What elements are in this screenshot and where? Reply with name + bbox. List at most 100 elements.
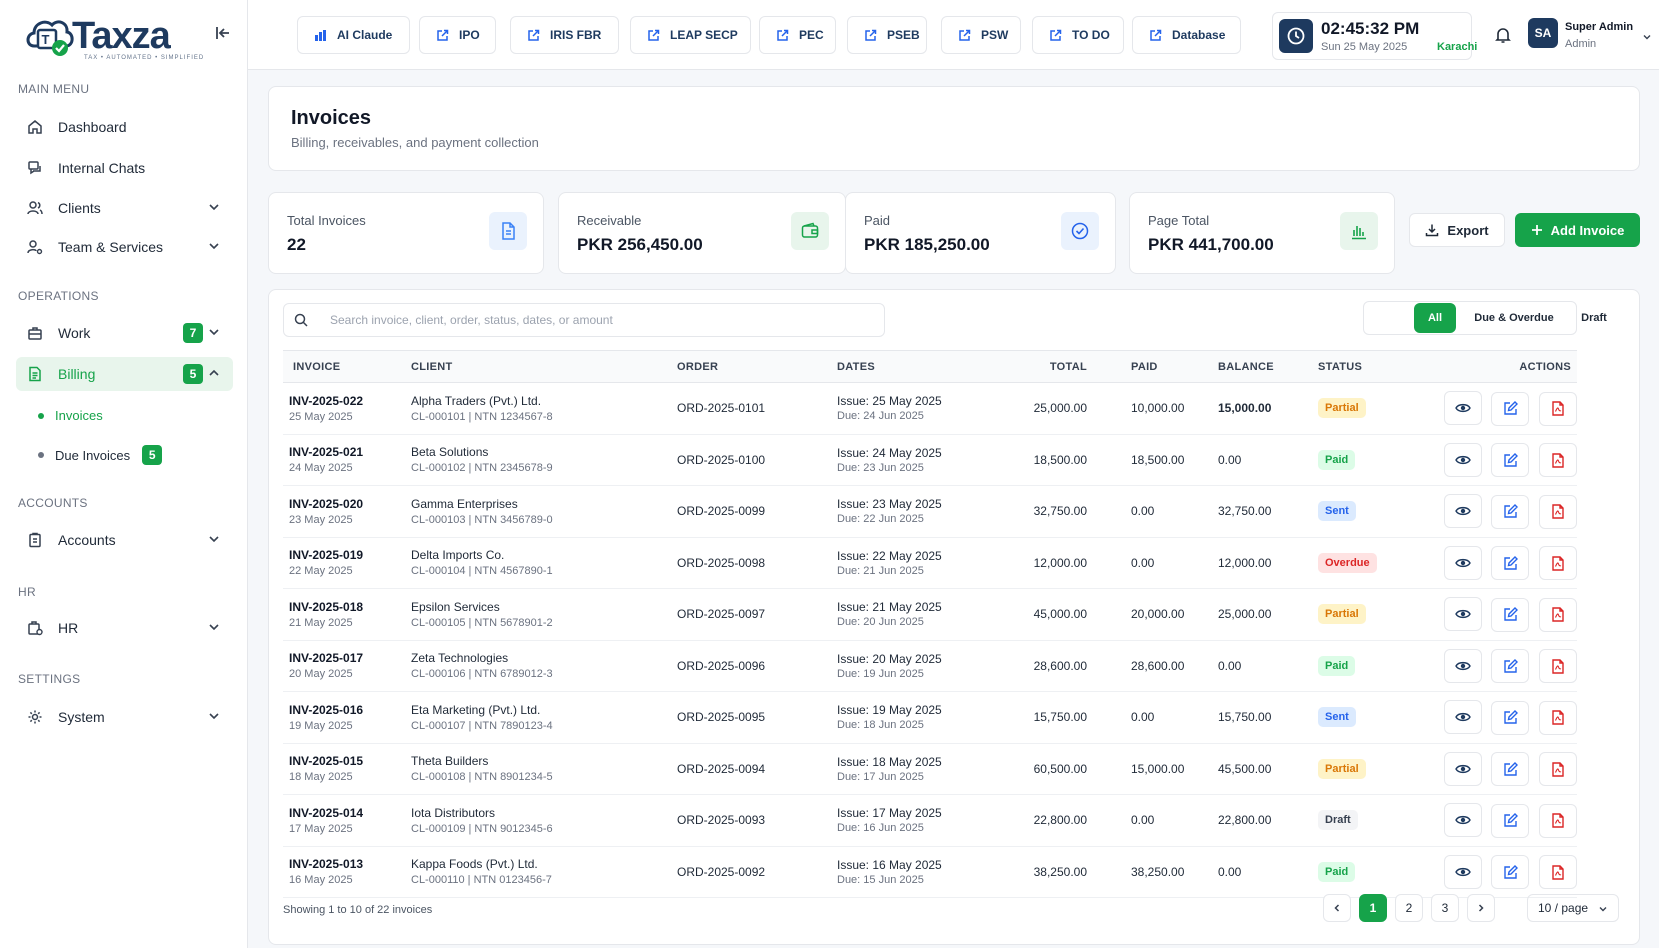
edit-button[interactable]: [1491, 597, 1530, 632]
edit-button[interactable]: [1491, 649, 1530, 683]
col-status[interactable]: STATUS: [1318, 350, 1426, 383]
edit-button[interactable]: [1491, 700, 1530, 735]
view-button[interactable]: [1443, 751, 1482, 786]
pdf-button[interactable]: [1539, 494, 1577, 529]
quick-link-pseb[interactable]: PSEB: [847, 16, 927, 54]
sidebar-item-billing[interactable]: Billing 5: [16, 357, 233, 391]
filter-draft[interactable]: Draft: [1581, 312, 1607, 324]
col-invoice[interactable]: INVOICE: [283, 350, 411, 383]
view-button[interactable]: [1443, 442, 1482, 477]
sidebar-item-team-services[interactable]: Team & Services: [16, 230, 233, 264]
view-button[interactable]: [1443, 700, 1482, 734]
view-button[interactable]: [1443, 494, 1482, 528]
invoice-id[interactable]: INV-2025-014: [289, 805, 364, 820]
quick-link-todo[interactable]: TO DO: [1032, 16, 1124, 54]
invoice-id[interactable]: INV-2025-021: [289, 445, 364, 460]
edit-button[interactable]: [1491, 494, 1530, 529]
collapse-sidebar-icon[interactable]: [214, 24, 234, 44]
export-button[interactable]: Export: [1409, 213, 1505, 247]
col-balance[interactable]: BALANCE: [1218, 350, 1318, 383]
table-row[interactable]: INV-2025-013 16 May 2025 Kappa Foods (Pvt…: [283, 846, 1577, 898]
view-button[interactable]: [1443, 648, 1482, 683]
edit-button[interactable]: [1491, 443, 1530, 477]
pdf-button[interactable]: [1539, 855, 1577, 889]
pdf-button[interactable]: [1539, 803, 1577, 838]
order-id: ORD-2025-0096: [677, 640, 837, 692]
user-menu[interactable]: SA Super Admin Admin: [1528, 14, 1652, 58]
edit-button[interactable]: [1491, 391, 1530, 426]
due-date: Due: 19 Jun 2025: [837, 667, 924, 680]
invoice-id[interactable]: INV-2025-022: [289, 393, 364, 408]
quick-link-database[interactable]: Database: [1132, 16, 1241, 54]
edit-button[interactable]: [1491, 855, 1530, 889]
table-row[interactable]: INV-2025-018 21 May 2025 Epsilon Services…: [283, 588, 1577, 641]
table-row[interactable]: INV-2025-021 24 May 2025 Beta Solutions CL…: [283, 434, 1577, 486]
quick-link-pec[interactable]: PEC: [759, 16, 836, 54]
prev-page-button[interactable]: [1323, 894, 1351, 922]
edit-button[interactable]: [1491, 803, 1530, 838]
invoice-id[interactable]: INV-2025-013: [289, 857, 364, 872]
quick-link-label: IPO: [459, 28, 480, 42]
next-page-button[interactable]: [1467, 894, 1495, 922]
pdf-button[interactable]: [1539, 649, 1577, 683]
invoice-id[interactable]: INV-2025-018: [289, 599, 364, 614]
sidebar-item-work[interactable]: Work 7: [16, 316, 233, 350]
pdf-button[interactable]: [1539, 752, 1577, 786]
pdf-button[interactable]: [1539, 700, 1577, 735]
view-button[interactable]: [1443, 391, 1482, 425]
page-button-1[interactable]: 1: [1359, 894, 1387, 922]
edit-button[interactable]: [1491, 546, 1530, 580]
pdf-button[interactable]: [1539, 391, 1577, 426]
sidebar-subitem-due-invoices[interactable]: Due Invoices 5: [38, 445, 163, 465]
table-row[interactable]: INV-2025-016 19 May 2025 Eta Marketing (P…: [283, 691, 1577, 744]
issue-date: Issue: 16 May 2025: [837, 857, 942, 872]
view-button[interactable]: [1443, 854, 1482, 889]
sidebar-item-accounts[interactable]: Accounts: [16, 523, 233, 557]
col-order[interactable]: ORDER: [677, 350, 837, 383]
sidebar-subitem-invoices[interactable]: Invoices: [38, 408, 103, 423]
quick-link-iris-fbr[interactable]: IRIS FBR: [510, 16, 619, 54]
view-button[interactable]: [1443, 803, 1482, 837]
logo[interactable]: T Taxza TAX • AUTOMATED • SIMPLIFIED: [24, 12, 203, 61]
invoice-id[interactable]: INV-2025-017: [289, 651, 364, 666]
sidebar-item-clients[interactable]: Clients: [16, 191, 233, 225]
table-row[interactable]: INV-2025-017 20 May 2025 Zeta Technologie…: [283, 640, 1577, 692]
pdf-button[interactable]: [1539, 546, 1577, 580]
add-invoice-button[interactable]: Add Invoice: [1515, 213, 1640, 247]
edit-button[interactable]: [1491, 752, 1530, 786]
col-total[interactable]: TOTAL: [997, 350, 1101, 383]
table-row[interactable]: INV-2025-020 23 May 2025 Gamma Enterprise…: [283, 485, 1577, 538]
table-row[interactable]: INV-2025-019 22 May 2025 Delta Imports Co…: [283, 537, 1577, 589]
table-row[interactable]: INV-2025-015 18 May 2025 Theta Builders CL…: [283, 743, 1577, 795]
sidebar-item-hr[interactable]: HR: [16, 611, 233, 645]
table-row[interactable]: INV-2025-022 25 May 2025 Alpha Traders (P…: [283, 382, 1577, 435]
quick-link-label: AI Claude: [337, 28, 393, 42]
sidebar-item-internal-chats[interactable]: Internal Chats: [16, 151, 233, 185]
invoice-id[interactable]: INV-2025-019: [289, 548, 364, 563]
search-input[interactable]: [330, 313, 870, 327]
invoice-id[interactable]: INV-2025-016: [289, 702, 364, 717]
per-page-select[interactable]: 10 / page: [1527, 894, 1619, 922]
pdf-button[interactable]: [1539, 597, 1577, 632]
quick-link-ai-claude[interactable]: AI Claude: [297, 16, 410, 54]
page-button-3[interactable]: 3: [1431, 894, 1459, 922]
bell-icon[interactable]: [1494, 26, 1512, 44]
col-paid[interactable]: PAID: [1101, 350, 1218, 383]
view-button[interactable]: [1443, 545, 1482, 580]
filter-due-overdue[interactable]: Due & Overdue: [1474, 312, 1554, 324]
quick-link-ipo[interactable]: IPO: [419, 16, 496, 54]
quick-link-psw[interactable]: PSW: [941, 16, 1021, 54]
pdf-button[interactable]: [1539, 443, 1577, 477]
sidebar-item-system[interactable]: System: [16, 700, 233, 734]
col-client[interactable]: CLIENT: [411, 350, 677, 383]
page-button-2[interactable]: 2: [1395, 894, 1423, 922]
quick-link-leap-secp[interactable]: LEAP SECP: [630, 16, 751, 54]
view-button[interactable]: [1443, 597, 1482, 631]
table-row[interactable]: INV-2025-014 17 May 2025 Iota Distributor…: [283, 794, 1577, 847]
invoice-id[interactable]: INV-2025-015: [289, 754, 364, 769]
filter-all[interactable]: All: [1414, 303, 1456, 333]
sidebar-item-dashboard[interactable]: Dashboard: [16, 110, 233, 144]
col-dates[interactable]: DATES: [837, 350, 997, 383]
pdf-icon: [1552, 401, 1564, 416]
invoice-id[interactable]: INV-2025-020: [289, 496, 364, 511]
